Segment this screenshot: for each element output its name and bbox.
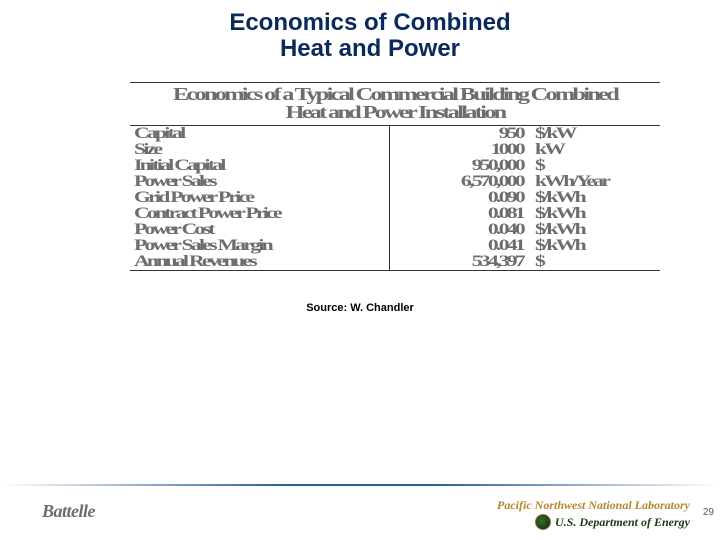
row-label: Size: [130, 142, 390, 158]
table-row: Grid Power Price0.090$/kWh: [130, 190, 660, 206]
row-label: Power Cost: [130, 222, 390, 238]
row-unit: $/kWh: [527, 238, 660, 254]
row-label: Power Sales: [130, 174, 390, 190]
row-label: Initial Capital: [130, 158, 390, 174]
table-title-line-2: Heat and Power Installation: [286, 102, 505, 122]
row-unit: $/kWh: [527, 206, 660, 222]
row-label: Capital: [130, 126, 390, 143]
pnnl-logo: Pacific Northwest National Laboratory: [497, 499, 690, 512]
table-row: Annual Revenues534,397$: [130, 254, 660, 271]
row-value: 534,397: [390, 254, 528, 271]
row-label: Annual Revenues: [130, 254, 390, 271]
table-title: Economics of a Typical Commercial Buildi…: [37, 83, 720, 125]
row-value: 0.081: [390, 206, 528, 222]
page-number: 29: [703, 507, 714, 518]
row-value: 950: [390, 126, 528, 143]
row-value: 0.040: [390, 222, 528, 238]
footer: Battelle Pacific Northwest National Labo…: [0, 484, 720, 540]
table-row: Power Sales6,570,000kWh/Year: [130, 174, 660, 190]
title-line-1: Economics of Combined: [229, 9, 510, 36]
table-row: Power Cost0.040$/kWh: [130, 222, 660, 238]
slide: Economics of Combined Heat and Power Eco…: [0, 0, 720, 540]
table-body: Capital950$/kWSize1000kWInitial Capital9…: [130, 125, 660, 271]
row-value: 0.041: [390, 238, 528, 254]
table-row: Capital950$/kW: [130, 126, 660, 143]
row-unit: kWh/Year: [527, 174, 660, 190]
title-line-2: Heat and Power: [280, 35, 460, 62]
right-logo-block: Pacific Northwest National Laboratory U.…: [497, 499, 690, 530]
row-unit: $/kWh: [527, 190, 660, 206]
row-unit: kW: [527, 142, 660, 158]
economics-table: Economics of a Typical Commercial Buildi…: [130, 82, 660, 271]
row-label: Contract Power Price: [130, 206, 390, 222]
row-value: 1000: [390, 142, 528, 158]
slide-title: Economics of Combined Heat and Power: [110, 10, 630, 63]
row-label: Grid Power Price: [130, 190, 390, 206]
table-row: Size1000kW: [130, 142, 660, 158]
row-unit: $: [527, 158, 660, 174]
doe-seal-icon: [535, 514, 551, 530]
row-unit: $/kWh: [527, 222, 660, 238]
doe-text: U.S. Department of Energy: [555, 515, 690, 530]
row-label: Power Sales Margin: [130, 238, 390, 254]
table-row: Initial Capital950,000$: [130, 158, 660, 174]
doe-logo: U.S. Department of Energy: [497, 514, 690, 530]
row-unit: $: [527, 254, 660, 271]
row-unit: $/kW: [527, 126, 660, 143]
source-citation: Source: W. Chandler: [0, 302, 720, 314]
row-value: 6,570,000: [390, 174, 528, 190]
battelle-logo: Battelle: [42, 501, 95, 522]
table-title-line-1: Economics of a Typical Commercial Buildi…: [173, 84, 617, 104]
table-row: Contract Power Price0.081$/kWh: [130, 206, 660, 222]
row-value: 950,000: [390, 158, 528, 174]
table-row: Power Sales Margin0.041$/kWh: [130, 238, 660, 254]
row-value: 0.090: [390, 190, 528, 206]
footer-divider: [0, 484, 720, 486]
